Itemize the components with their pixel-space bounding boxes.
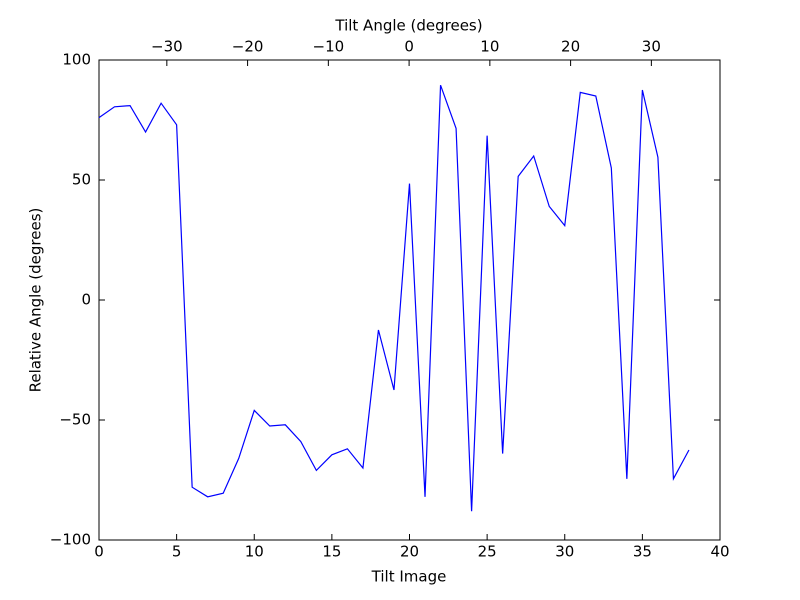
x-tick-label: 15 <box>322 543 341 561</box>
x2-tick-label: 10 <box>480 38 499 56</box>
x-tick-label: 5 <box>172 543 182 561</box>
x-tick-label: 25 <box>478 543 497 561</box>
x-tick-label: 20 <box>400 543 419 561</box>
y-axis-label: Relative Angle (degrees) <box>27 208 45 393</box>
x2-tick-label: −20 <box>232 38 264 56</box>
x2-tick-label: −10 <box>313 38 345 56</box>
x-tick-label: 0 <box>94 543 104 561</box>
x2-axis-label: Tilt Angle (degrees) <box>334 17 482 35</box>
y-tick-label: 50 <box>72 171 91 189</box>
x-tick-label: 35 <box>633 543 652 561</box>
y-tick-label: −50 <box>59 411 91 429</box>
x2-tick-label: −30 <box>151 38 183 56</box>
x-tick-label: 40 <box>710 543 729 561</box>
y-tick-label: 100 <box>62 51 91 69</box>
y-tick-label: 0 <box>81 291 91 309</box>
x-axis-label: Tilt Image <box>371 568 447 586</box>
x-tick-label: 10 <box>245 543 264 561</box>
x-tick-label: 30 <box>555 543 574 561</box>
y-tick-label: −100 <box>50 531 91 549</box>
line-series <box>98 84 690 512</box>
x2-tick-label: 0 <box>404 38 414 56</box>
x2-tick-label: 20 <box>561 38 580 56</box>
x2-tick-label: 30 <box>642 38 661 56</box>
